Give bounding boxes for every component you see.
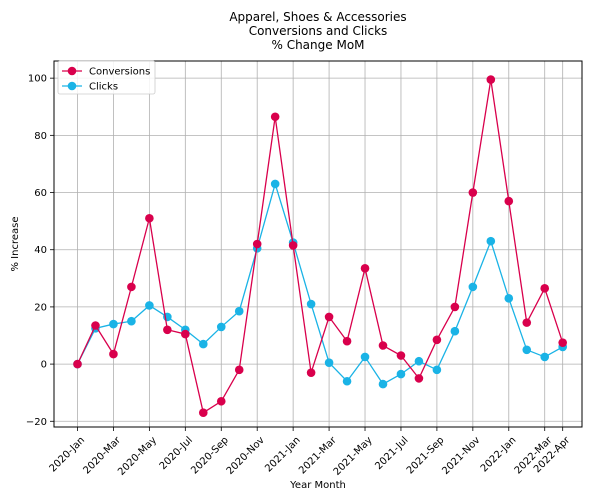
data-point	[270, 179, 280, 189]
series-conversions	[73, 75, 567, 418]
data-point	[432, 335, 442, 345]
data-point	[252, 239, 262, 249]
data-point	[270, 112, 280, 122]
data-point	[486, 75, 496, 84]
data-point	[504, 196, 514, 206]
data-point	[414, 374, 424, 383]
legend-marker	[67, 66, 77, 76]
chart-title-line: % Change MoM	[271, 38, 364, 52]
data-point	[198, 339, 208, 349]
x-tick-label: 2021-Nov	[440, 435, 482, 477]
data-point	[306, 368, 316, 377]
data-point	[145, 301, 154, 310]
x-tick-label: 2020-Jul	[158, 435, 195, 472]
y-axis-label: % Increase	[10, 217, 21, 272]
y-tick-label: 40	[34, 245, 47, 256]
data-point	[324, 358, 334, 367]
data-point	[216, 396, 226, 406]
legend: Conversions Clicks	[57, 60, 156, 95]
data-point	[342, 376, 352, 386]
data-point	[342, 336, 352, 346]
series-line	[76, 79, 564, 414]
series-line	[76, 181, 564, 385]
x-axis-label: Year Month	[289, 480, 346, 491]
data-point	[540, 352, 550, 362]
data-point	[216, 322, 226, 332]
chart-title-line: Apparel, Shoes & Accessories	[229, 10, 406, 24]
data-point	[163, 325, 172, 335]
data-point	[324, 312, 334, 322]
data-point	[127, 316, 136, 326]
data-point	[450, 326, 460, 336]
data-point	[234, 306, 244, 316]
data-point	[522, 345, 532, 355]
x-tick-label: 2021-May	[332, 435, 375, 478]
y-tick-label: 20	[34, 302, 47, 313]
data-point	[468, 282, 478, 292]
x-tick-label: 2020-Nov	[225, 435, 267, 477]
y-tick-label: 100	[28, 74, 47, 85]
data-point	[360, 264, 370, 273]
x-tick-label: 2021-Jul	[373, 435, 410, 472]
legend-item-conversions: Conversions	[62, 67, 150, 78]
data-point	[145, 213, 154, 223]
data-point	[414, 356, 424, 366]
chart-title: Apparel, Shoes & AccessoriesConversions …	[229, 10, 406, 52]
plot-series	[73, 75, 567, 418]
data-point	[360, 352, 370, 362]
series-clicks	[73, 179, 567, 389]
axis-ticks: −200204060801002020-Jan2020-Mar2020-May2…	[26, 74, 573, 478]
legend-item-clicks: Clicks	[62, 82, 118, 93]
data-point	[450, 302, 460, 312]
plot-area	[53, 60, 583, 428]
y-tick-label: −20	[26, 417, 47, 428]
data-point	[109, 349, 118, 359]
legend-label: Clicks	[89, 82, 118, 93]
grid	[54, 61, 582, 427]
data-point	[486, 236, 496, 246]
legend-marker	[67, 81, 77, 91]
data-point	[522, 318, 532, 327]
data-point	[378, 379, 388, 389]
data-point	[558, 338, 567, 347]
x-tick-label: 2020-May	[116, 435, 159, 478]
data-point	[306, 299, 316, 309]
data-point	[91, 321, 100, 330]
data-point	[234, 365, 244, 375]
legend-box	[57, 60, 156, 95]
y-tick-label: 0	[41, 360, 47, 371]
data-point	[396, 369, 406, 379]
data-point	[540, 284, 550, 293]
data-point	[198, 408, 208, 418]
y-tick-label: 80	[34, 131, 47, 142]
data-point	[73, 359, 82, 369]
data-point	[288, 241, 298, 250]
chart-title-line: Conversions and Clicks	[249, 24, 388, 38]
legend-label: Conversions	[89, 67, 150, 78]
data-point	[396, 351, 406, 360]
data-point	[181, 329, 190, 339]
data-point	[109, 319, 118, 329]
data-point	[468, 188, 478, 197]
y-tick-label: 60	[34, 188, 47, 199]
data-point	[127, 282, 136, 292]
data-point	[378, 341, 388, 350]
data-point	[504, 294, 514, 303]
data-point	[432, 365, 442, 375]
